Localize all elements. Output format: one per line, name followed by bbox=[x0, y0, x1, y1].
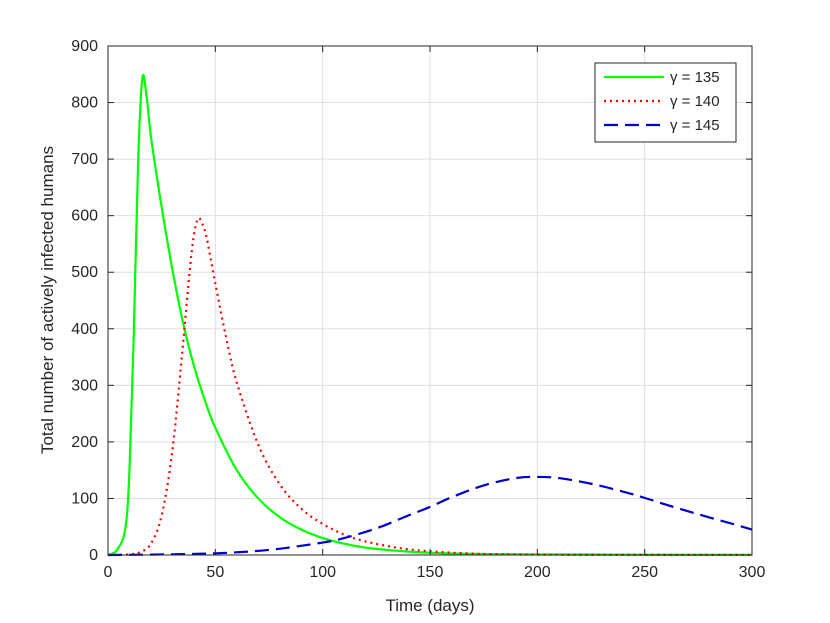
legend-label-3: γ = 145 bbox=[670, 117, 720, 134]
y-tick-label: 400 bbox=[71, 321, 98, 338]
y-tick-label: 0 bbox=[89, 547, 98, 564]
legend: γ = 135 γ = 140 γ = 145 bbox=[594, 62, 737, 143]
series-lines bbox=[107, 73, 753, 557]
y-tick-label: 100 bbox=[71, 490, 98, 507]
y-axis-label: Total number of actively infected humans bbox=[38, 146, 57, 454]
x-tick-label: 0 bbox=[104, 564, 113, 581]
y-tick-label: 800 bbox=[71, 95, 98, 112]
y-tick-label: 900 bbox=[71, 38, 98, 55]
series-line-2 bbox=[107, 216, 753, 557]
series-line-1 bbox=[107, 73, 753, 557]
x-axis-label: Time (days) bbox=[385, 596, 474, 615]
x-tick-label: 200 bbox=[524, 564, 551, 581]
x-tick-label: 150 bbox=[417, 564, 444, 581]
legend-label-2: γ = 140 bbox=[670, 93, 720, 110]
grid-lines bbox=[108, 46, 752, 555]
y-tick-label: 700 bbox=[71, 151, 98, 168]
series-line-3 bbox=[107, 475, 753, 557]
y-tick-label: 500 bbox=[71, 264, 98, 281]
legend-label-1: γ = 135 bbox=[670, 69, 720, 86]
x-tick-label: 50 bbox=[206, 564, 224, 581]
axis-ticks: 0 50 100 150 200 250 300 0 100 200 300 400 500 600 700… bbox=[71, 38, 765, 581]
x-tick-label: 300 bbox=[739, 564, 766, 581]
y-tick-label: 200 bbox=[71, 434, 98, 451]
y-tick-label: 300 bbox=[71, 377, 98, 394]
x-tick-label: 100 bbox=[309, 564, 336, 581]
x-tick-label: 250 bbox=[631, 564, 658, 581]
y-tick-label: 600 bbox=[71, 208, 98, 225]
